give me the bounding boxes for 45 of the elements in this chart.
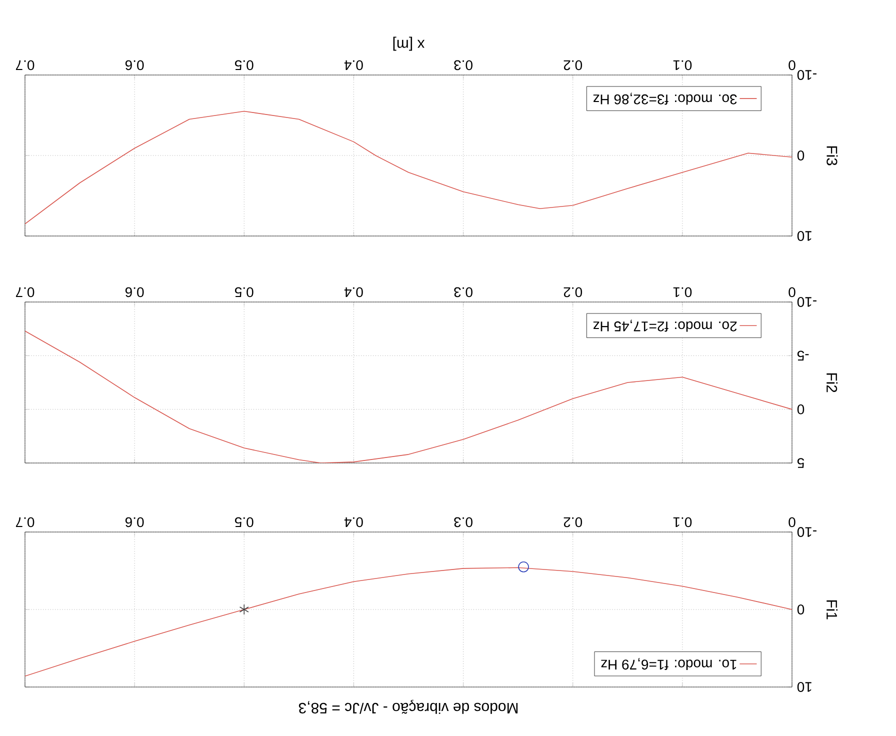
line-series xyxy=(24,330,792,464)
x-tick-label: 0.7 xyxy=(16,60,34,70)
x-tick-label: 0.5 xyxy=(234,287,254,298)
y-tick-label: 0 xyxy=(797,604,804,614)
x-tick-label: 0.2 xyxy=(564,517,582,528)
x-tick-label: 0 xyxy=(788,60,796,70)
y-tick-label: 10 xyxy=(797,231,812,241)
x-tick-label: 0.6 xyxy=(125,60,144,70)
x-tick-label: 0.7 xyxy=(16,287,34,298)
x-tick-label: 0.6 xyxy=(125,517,144,528)
y-tick-label: 10 xyxy=(797,682,812,692)
x-axis-title: x [m] xyxy=(393,36,425,51)
line-series xyxy=(24,567,792,677)
x-tick-label: 0.3 xyxy=(454,60,472,70)
y-tick-label: -10 xyxy=(797,297,816,307)
x-tick-label: 0.7 xyxy=(16,517,34,528)
x-tick-label: 0.4 xyxy=(344,517,363,528)
x-tick-label: 0.6 xyxy=(125,287,144,298)
y-tick-label: 0 xyxy=(797,150,804,160)
x-tick-label: 0.3 xyxy=(454,287,472,298)
x-tick-label: 0.5 xyxy=(234,517,254,528)
legend-label: 2o. modo: f2=17,45 Hz xyxy=(593,320,737,332)
x-tick-label: 0.2 xyxy=(564,60,582,70)
y-tick-label: -10 xyxy=(797,527,816,537)
y-axis-title: Fi3 xyxy=(826,146,838,166)
x-tick-label: 0.4 xyxy=(344,287,363,298)
x-tick-label: 0.1 xyxy=(673,60,692,70)
x-tick-label: 0.2 xyxy=(564,287,582,298)
y-axis-title: Fi2 xyxy=(826,373,838,392)
legend-label: 1o. modo: f1=6,79 Hz xyxy=(601,658,736,670)
x-tick-label: 0.4 xyxy=(344,60,363,70)
text: Modos de vibração - Jv/Jc = 58,3 xyxy=(298,700,518,714)
x-tick-label: 0 xyxy=(788,287,796,298)
y-tick-label: 5 xyxy=(797,458,804,468)
y-tick-label: -10 xyxy=(797,70,816,80)
x-tick-label: 0.1 xyxy=(673,517,692,528)
legend-label: 3o. modo: f3=32,86 Hz xyxy=(593,92,737,105)
line-series xyxy=(24,110,792,224)
y-tick-label: -5 xyxy=(797,350,809,361)
y-tick-label: 0 xyxy=(797,404,804,414)
x-tick-label: 0.3 xyxy=(454,517,472,528)
x-tick-label: 0 xyxy=(788,517,796,528)
y-axis-title: Fi1 xyxy=(826,600,838,620)
x-tick-label: 0.1 xyxy=(673,287,692,298)
x-tick-label: 0.5 xyxy=(234,60,254,70)
